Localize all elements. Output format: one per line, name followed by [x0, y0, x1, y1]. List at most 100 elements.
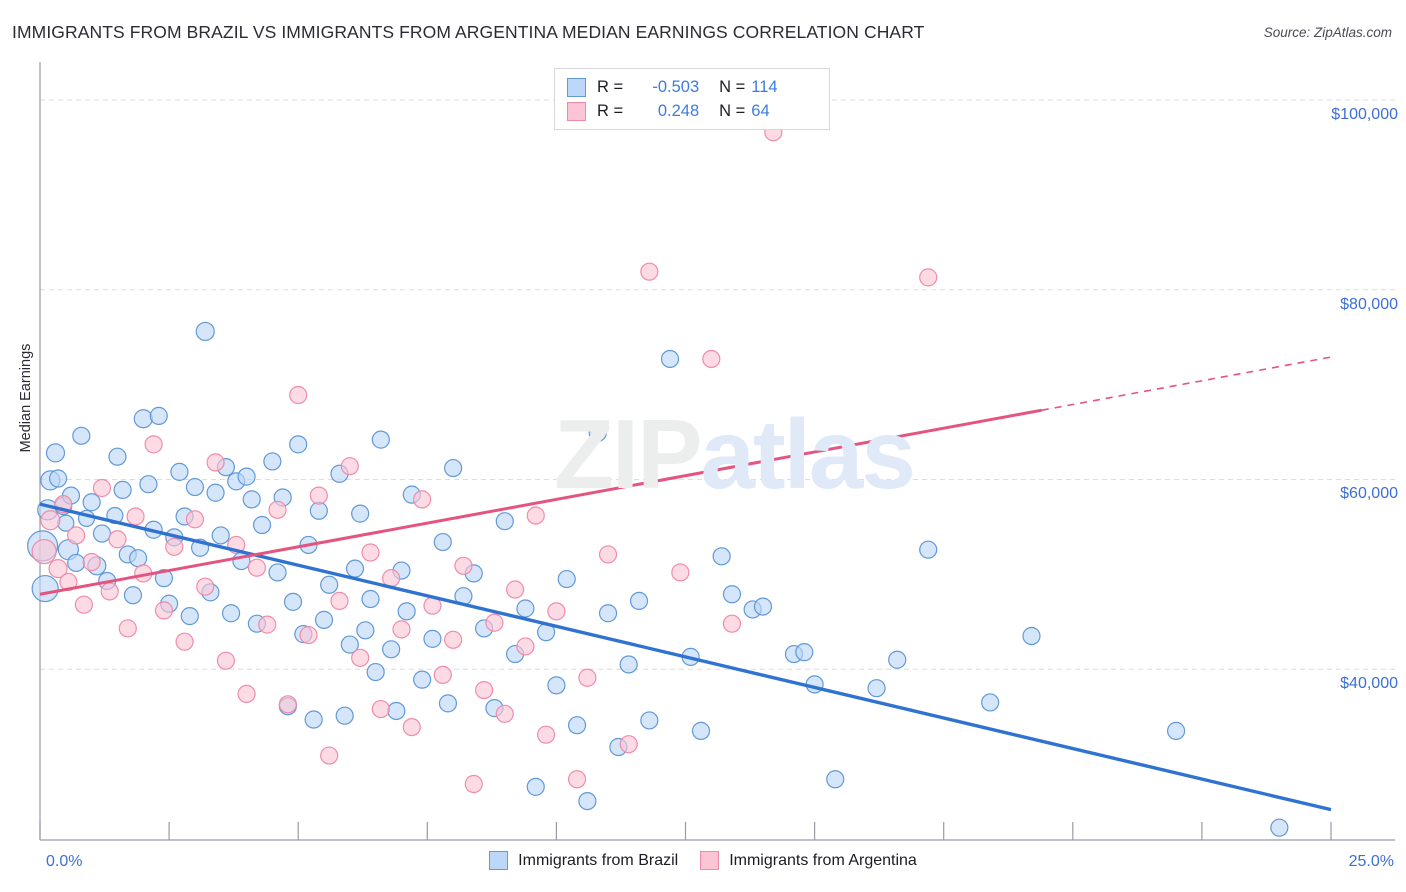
correlation-stats-legend: R = -0.503 N = 114 R = 0.248 N = 64 [554, 68, 830, 130]
legend-item-argentina[interactable]: Immigrants from Argentina [700, 851, 917, 870]
data-point [547, 602, 566, 621]
x-axis-min-label: 0.0% [46, 853, 83, 870]
data-point [712, 547, 731, 566]
data-point [640, 262, 659, 281]
data-point [702, 349, 721, 369]
r-value-brazil: -0.503 [652, 77, 700, 96]
data-point [175, 632, 194, 651]
data-point [629, 591, 649, 611]
data-point [366, 662, 385, 682]
data-point [118, 619, 137, 638]
data-point [133, 409, 153, 429]
trendline-argentina [39, 408, 1043, 596]
data-point [867, 679, 886, 698]
data-point [154, 569, 174, 588]
data-point [320, 746, 339, 765]
data-point [263, 452, 282, 471]
data-point [170, 462, 189, 481]
r-label-argentina: R = [597, 101, 624, 120]
data-point [67, 553, 86, 573]
data-point [567, 770, 587, 789]
data-point [423, 629, 442, 648]
data-point [268, 500, 287, 519]
stats-row-argentina: R = 0.248 N = 64 [567, 99, 819, 123]
data-point [444, 630, 463, 649]
data-point [722, 585, 742, 604]
data-point [356, 621, 375, 640]
axis-lines [39, 62, 1395, 841]
data-point [206, 453, 225, 472]
data-point [165, 537, 184, 556]
data-point [242, 490, 261, 509]
data-point [660, 349, 680, 369]
data-point [309, 501, 328, 520]
data-point [598, 545, 618, 564]
r-label-brazil: R = [597, 77, 624, 96]
data-point [252, 515, 272, 535]
data-point [619, 655, 638, 674]
data-point [113, 480, 132, 499]
data-point [475, 680, 494, 700]
y-axis-tick-label: $100,000 [1331, 105, 1398, 123]
data-point [526, 506, 545, 525]
data-point [485, 613, 504, 632]
data-point [31, 538, 57, 565]
data-point [258, 615, 277, 634]
data-point [72, 426, 91, 445]
data-point [108, 530, 127, 549]
data-point [92, 478, 112, 498]
data-point [206, 483, 225, 502]
data-point [126, 507, 145, 526]
data-point [82, 552, 101, 572]
data-point [919, 268, 938, 287]
x-axis-max-label: 25.0% [1348, 853, 1394, 870]
data-point [237, 467, 256, 486]
data-point [464, 774, 483, 794]
data-point [335, 706, 354, 725]
n-label-brazil: N = [719, 77, 746, 96]
series-immigrants-from-argentina [31, 123, 938, 794]
data-point [454, 556, 473, 575]
data-point [345, 559, 365, 578]
data-point [371, 699, 390, 719]
legend-label-argentina: Immigrants from Argentina [729, 851, 917, 869]
data-point [74, 595, 93, 614]
data-point [144, 435, 163, 454]
legend-swatch-argentina-icon [567, 101, 586, 121]
data-point [351, 648, 370, 667]
data-point [578, 668, 597, 687]
y-axis-tick-label: $40,000 [1340, 675, 1398, 693]
data-point [268, 563, 287, 582]
data-point [45, 443, 66, 463]
data-point [516, 599, 535, 618]
legend-item-brazil[interactable]: Immigrants from Brazil [489, 851, 678, 870]
data-point [505, 580, 525, 599]
data-point [309, 486, 328, 505]
data-point [185, 510, 205, 529]
n-value-brazil: 114 [751, 77, 778, 96]
data-point [304, 710, 323, 729]
data-point [149, 406, 168, 425]
data-point [588, 423, 607, 443]
legend-swatch-brazil-icon [567, 77, 586, 97]
data-point [536, 725, 556, 744]
data-point [691, 721, 711, 740]
series-legend: Immigrants from Brazil Immigrants from A… [0, 851, 1406, 870]
data-point [433, 532, 452, 552]
data-point [640, 711, 659, 730]
data-point [387, 701, 406, 721]
data-point [351, 504, 370, 523]
data-point [1166, 721, 1186, 740]
data-point [826, 770, 845, 789]
data-point [547, 676, 566, 695]
data-point [433, 665, 452, 685]
data-point [598, 604, 618, 623]
data-point [330, 591, 349, 611]
data-point [289, 385, 308, 405]
data-point [413, 490, 432, 509]
data-point [753, 597, 773, 616]
data-point [567, 716, 587, 735]
data-point [361, 589, 380, 609]
trendlines [39, 356, 1332, 812]
